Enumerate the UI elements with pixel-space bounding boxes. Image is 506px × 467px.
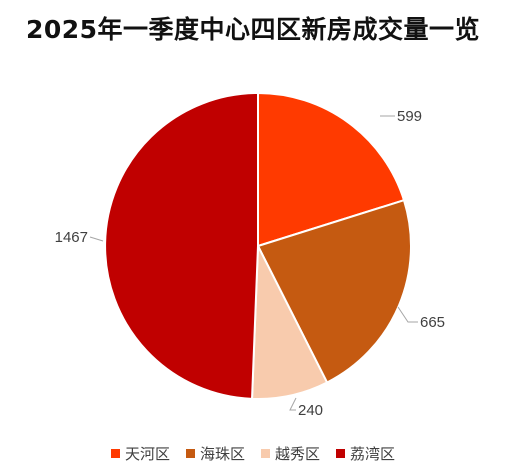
legend-swatch-3 [261,449,270,458]
leader-lines [89,115,418,411]
data-label-2: 665 [420,314,445,331]
legend-item-1: 天河区 [110,443,170,464]
pie-slice-4 [104,91,259,400]
data-label-1: 599 [397,108,422,125]
legend-label-2: 海珠区 [199,445,245,463]
legend-item-4: 荔湾区 [336,443,395,464]
pie-slices [104,91,412,400]
leader-line-2 [397,306,418,323]
leader-line-3 [289,397,297,411]
pie-slice-2 [256,198,412,384]
legend-label-3: 越秀区 [275,445,321,463]
legend-swatch-2 [185,449,195,458]
data-label-4: 1467 [55,229,88,246]
legend-item-2: 海珠区 [185,443,245,464]
legend-label-1: 天河区 [124,445,170,463]
legend: 天河区 海珠区 越秀区 荔湾区 [0,443,506,464]
chart-title: 2025年一季度中心四区新房成交量一览 [25,15,481,44]
leader-line-4 [89,236,104,242]
legend-label-4: 荔湾区 [350,445,396,463]
pie-slice-1 [257,91,406,248]
legend-item-3: 越秀区 [261,443,320,464]
data-labels: 599 665 240 1467 [55,108,445,419]
legend-swatch-1 [110,449,120,458]
data-label-3: 240 [298,402,323,419]
legend-swatch-4 [336,449,346,458]
